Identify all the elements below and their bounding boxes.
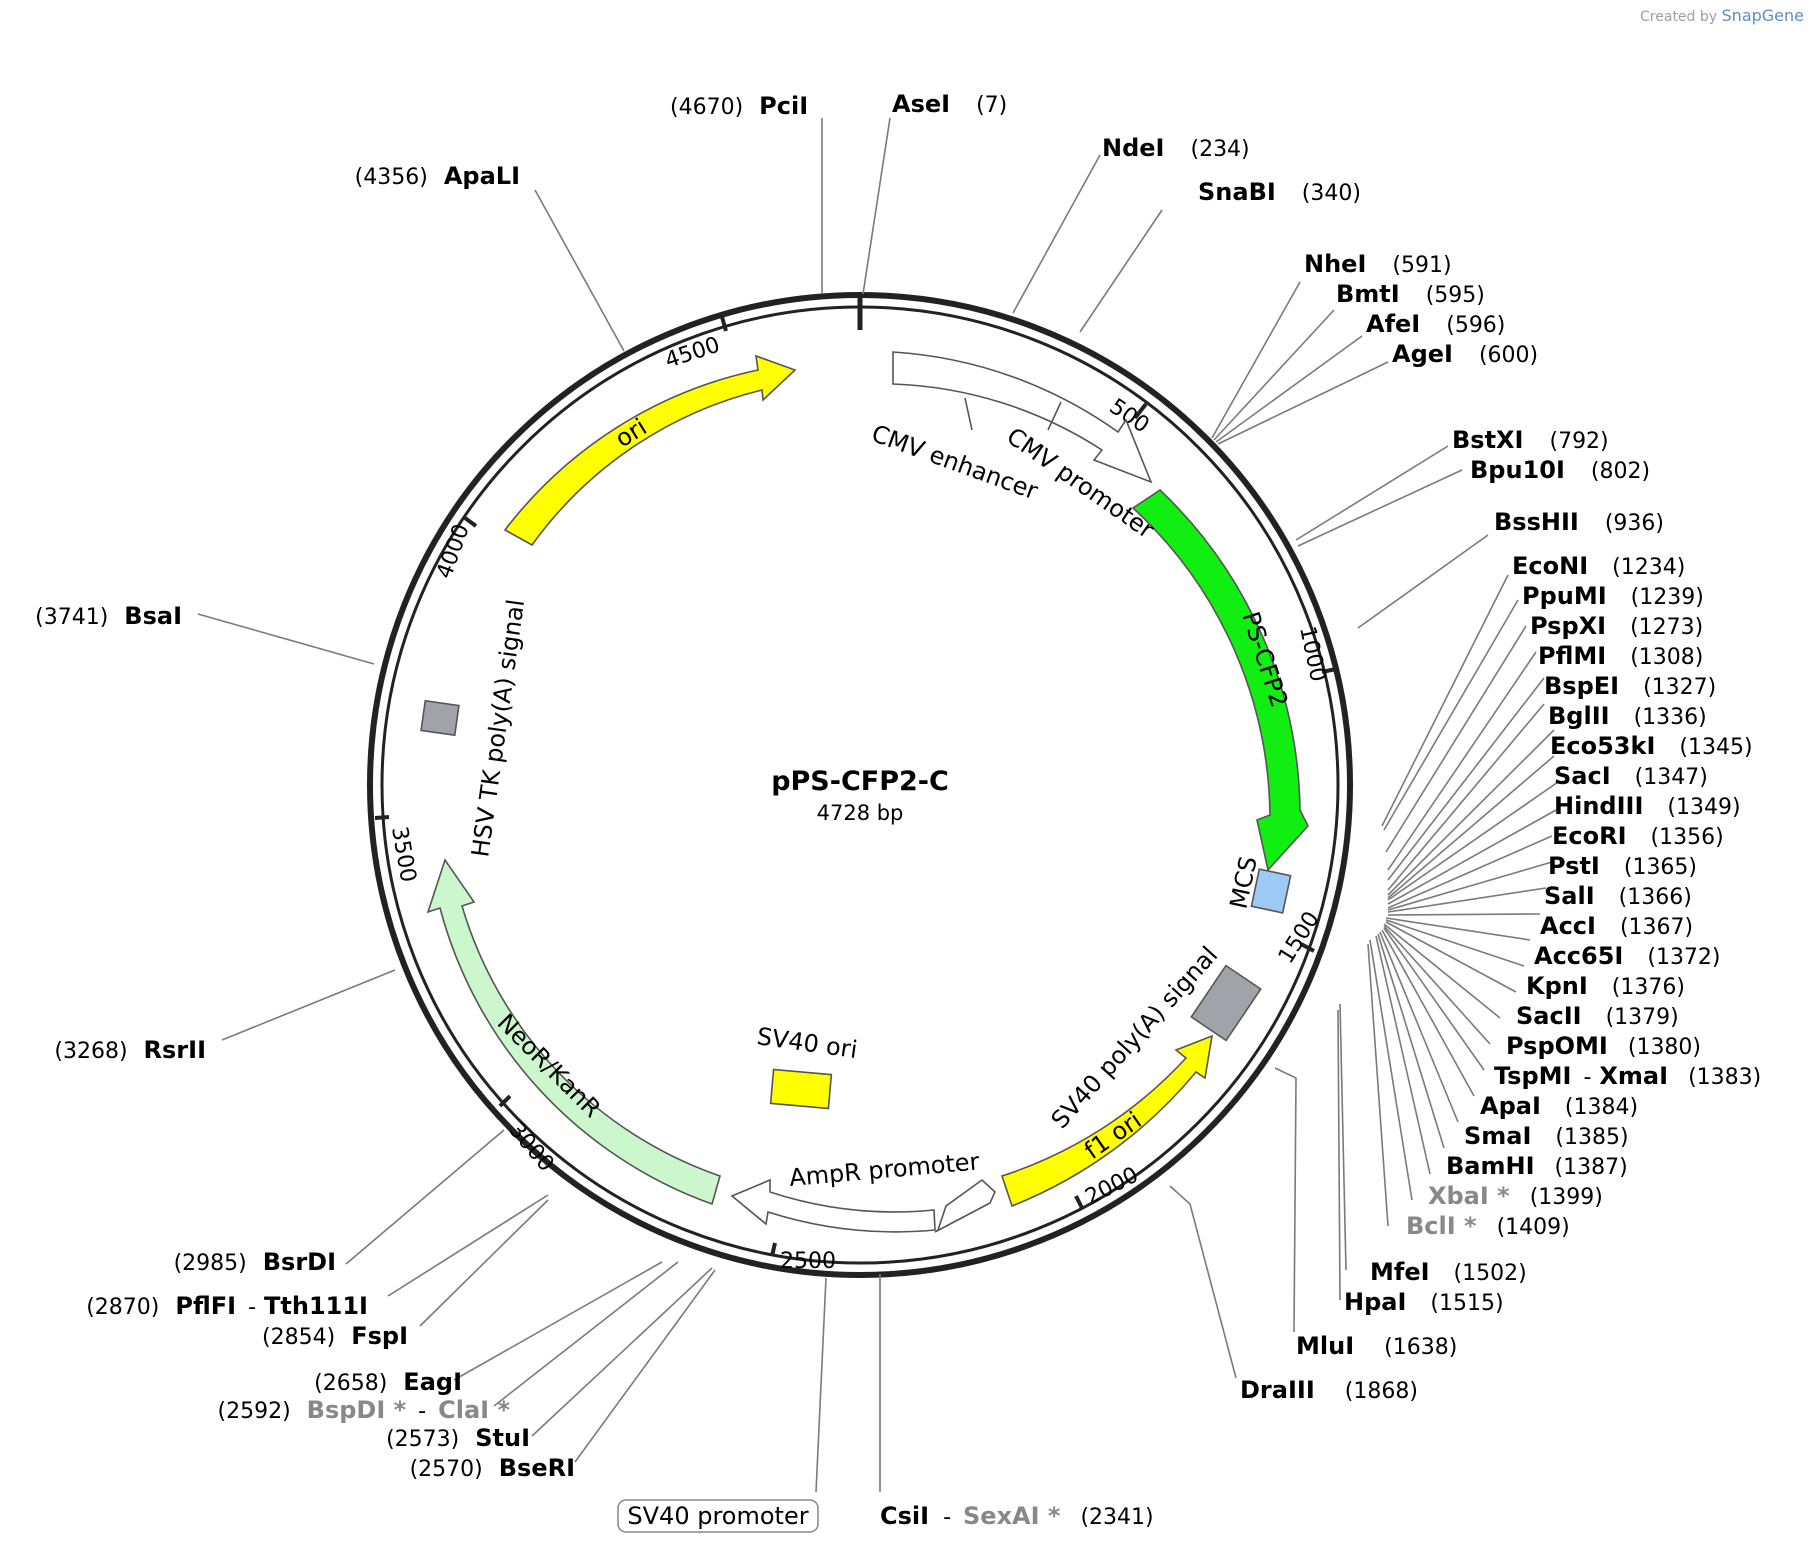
- ori-feature[interactable]: [503, 354, 797, 547]
- site-bamhi[interactable]: BamHI (1387): [1446, 1152, 1628, 1180]
- site-ndei[interactable]: NdeI (234): [1102, 134, 1250, 162]
- features: [420, 351, 1309, 1233]
- site-pflmi[interactable]: PflMI (1308): [1538, 642, 1703, 670]
- site-bsai[interactable]: (3741) BsaI: [35, 602, 182, 630]
- snapgene-watermark: Created by SnapGene: [1640, 6, 1804, 25]
- site-mfei[interactable]: MfeI (1502): [1370, 1258, 1527, 1286]
- snapgene-logo: SnapGene: [1721, 6, 1804, 25]
- site-acci[interactable]: AccI (1367): [1540, 912, 1693, 940]
- site-fspi[interactable]: (2854) FspI: [262, 1322, 408, 1350]
- site-ecori[interactable]: EcoRI (1356): [1552, 822, 1724, 850]
- site-hindiii[interactable]: HindIII (1349): [1554, 792, 1741, 820]
- site-sacii[interactable]: SacII (1379): [1516, 1002, 1679, 1030]
- neor-kanr-label: NeoR/KanR: [492, 1008, 607, 1123]
- hsv-tk-polya-feature[interactable]: [420, 699, 460, 737]
- hsv-tk-label: HSV TK poly(A) signal: [466, 598, 530, 859]
- ampr-promoter-feature[interactable]: [934, 1178, 996, 1233]
- site-asei[interactable]: AseI (7): [892, 90, 1007, 118]
- site-sali[interactable]: SalI (1366): [1544, 882, 1692, 910]
- f1-ori-label: f1 ori: [1079, 1106, 1146, 1165]
- sv40-promoter-label: SV40 promoter: [627, 1502, 808, 1530]
- plasmid-length: 4728 bp: [817, 801, 904, 825]
- tick-marks: [374, 316, 1337, 1257]
- site-eco53ki[interactable]: Eco53kI (1345): [1550, 732, 1753, 760]
- site-saci[interactable]: SacI (1347): [1554, 762, 1708, 790]
- site-bsshii[interactable]: BssHII (936): [1494, 508, 1664, 536]
- sv40-polya-feature[interactable]: [1190, 964, 1262, 1042]
- site-pflfi-tth111i[interactable]: (2870) PflFI - Tth111I: [86, 1292, 368, 1320]
- site-hpai[interactable]: HpaI (1515): [1344, 1288, 1504, 1316]
- f1-ori-feature[interactable]: [1000, 1034, 1214, 1208]
- site-bspei[interactable]: BspEI (1327): [1544, 672, 1716, 700]
- site-draiii[interactable]: DraIII (1868): [1240, 1376, 1418, 1404]
- site-bmti[interactable]: BmtI (595): [1336, 280, 1485, 308]
- ps-cfp2-feature[interactable]: [1131, 488, 1309, 872]
- site-psti[interactable]: PstI (1365): [1548, 852, 1697, 880]
- sv40-ori-label: SV40 ori: [755, 1022, 859, 1064]
- site-nhei[interactable]: NheI (591): [1304, 250, 1452, 278]
- site-ppumi[interactable]: PpuMI (1239): [1522, 582, 1704, 610]
- site-stui[interactable]: (2573) StuI: [386, 1424, 530, 1452]
- leader-lines: [197, 117, 1559, 1493]
- ampr-promoter-label: AmpR promoter: [788, 1147, 981, 1192]
- site-labels: (4670) PciI AseI (7) NdeI (234) SnaBI (340) …: [35, 90, 1761, 1530]
- tick-2500: 2500: [780, 1249, 836, 1274]
- site-apali[interactable]: (4356) ApaLI: [355, 162, 520, 190]
- site-afei[interactable]: AfeI (596): [1366, 310, 1505, 338]
- watermark-prefix: Created by: [1640, 9, 1718, 25]
- plasmid-name: pPS-CFP2-C: [771, 766, 949, 797]
- ampr-promoter-feature-2[interactable]: [730, 1178, 936, 1233]
- site-pcii[interactable]: (4670) PciI: [670, 92, 808, 120]
- site-pspxi[interactable]: PspXI (1273): [1530, 612, 1703, 640]
- site-eagi[interactable]: (2658) EagI: [314, 1368, 462, 1396]
- site-pspomi[interactable]: PspOMI (1380): [1506, 1032, 1701, 1060]
- cmv-arrow[interactable]: [892, 351, 1153, 484]
- site-snabi[interactable]: SnaBI (340): [1198, 178, 1361, 206]
- site-rsrii[interactable]: (3268) RsrII: [54, 1036, 206, 1064]
- sv40-ori-feature[interactable]: [769, 1068, 833, 1110]
- site-agei[interactable]: AgeI (600): [1392, 340, 1538, 368]
- site-bcli[interactable]: BclI * (1409): [1406, 1212, 1570, 1240]
- site-tspmi-xmai[interactable]: TspMI - XmaI (1383): [1494, 1062, 1761, 1090]
- site-bpu10i[interactable]: Bpu10I (802): [1470, 456, 1650, 484]
- site-mlui[interactable]: MluI (1638): [1296, 1332, 1457, 1360]
- site-apai[interactable]: ApaI (1384): [1480, 1092, 1638, 1120]
- site-bstxi[interactable]: BstXI (792): [1452, 426, 1609, 454]
- site-acc65i[interactable]: Acc65I (1372): [1534, 942, 1721, 970]
- site-bsrdi[interactable]: (2985) BsrDI: [174, 1248, 336, 1276]
- backbone: [367, 292, 1353, 1278]
- site-csii-sexai[interactable]: CsiI - SexAI * (2341): [880, 1502, 1154, 1530]
- site-econi[interactable]: EcoNI (1234): [1512, 552, 1685, 580]
- site-smai[interactable]: SmaI (1385): [1464, 1122, 1629, 1150]
- neor-kanr-feature[interactable]: [426, 858, 721, 1206]
- mcs-feature[interactable]: [1250, 868, 1292, 914]
- site-xbai[interactable]: XbaI * (1399): [1428, 1182, 1603, 1210]
- site-bseri[interactable]: (2570) BseRI: [410, 1454, 575, 1482]
- site-bglii[interactable]: BglII (1336): [1548, 702, 1707, 730]
- site-bspdi-clai[interactable]: (2592) BspDI * - ClaI *: [218, 1396, 511, 1424]
- site-kpni[interactable]: KpnI (1376): [1526, 972, 1685, 1000]
- sv40-promoter-label-box[interactable]: SV40 promoter: [617, 1499, 819, 1533]
